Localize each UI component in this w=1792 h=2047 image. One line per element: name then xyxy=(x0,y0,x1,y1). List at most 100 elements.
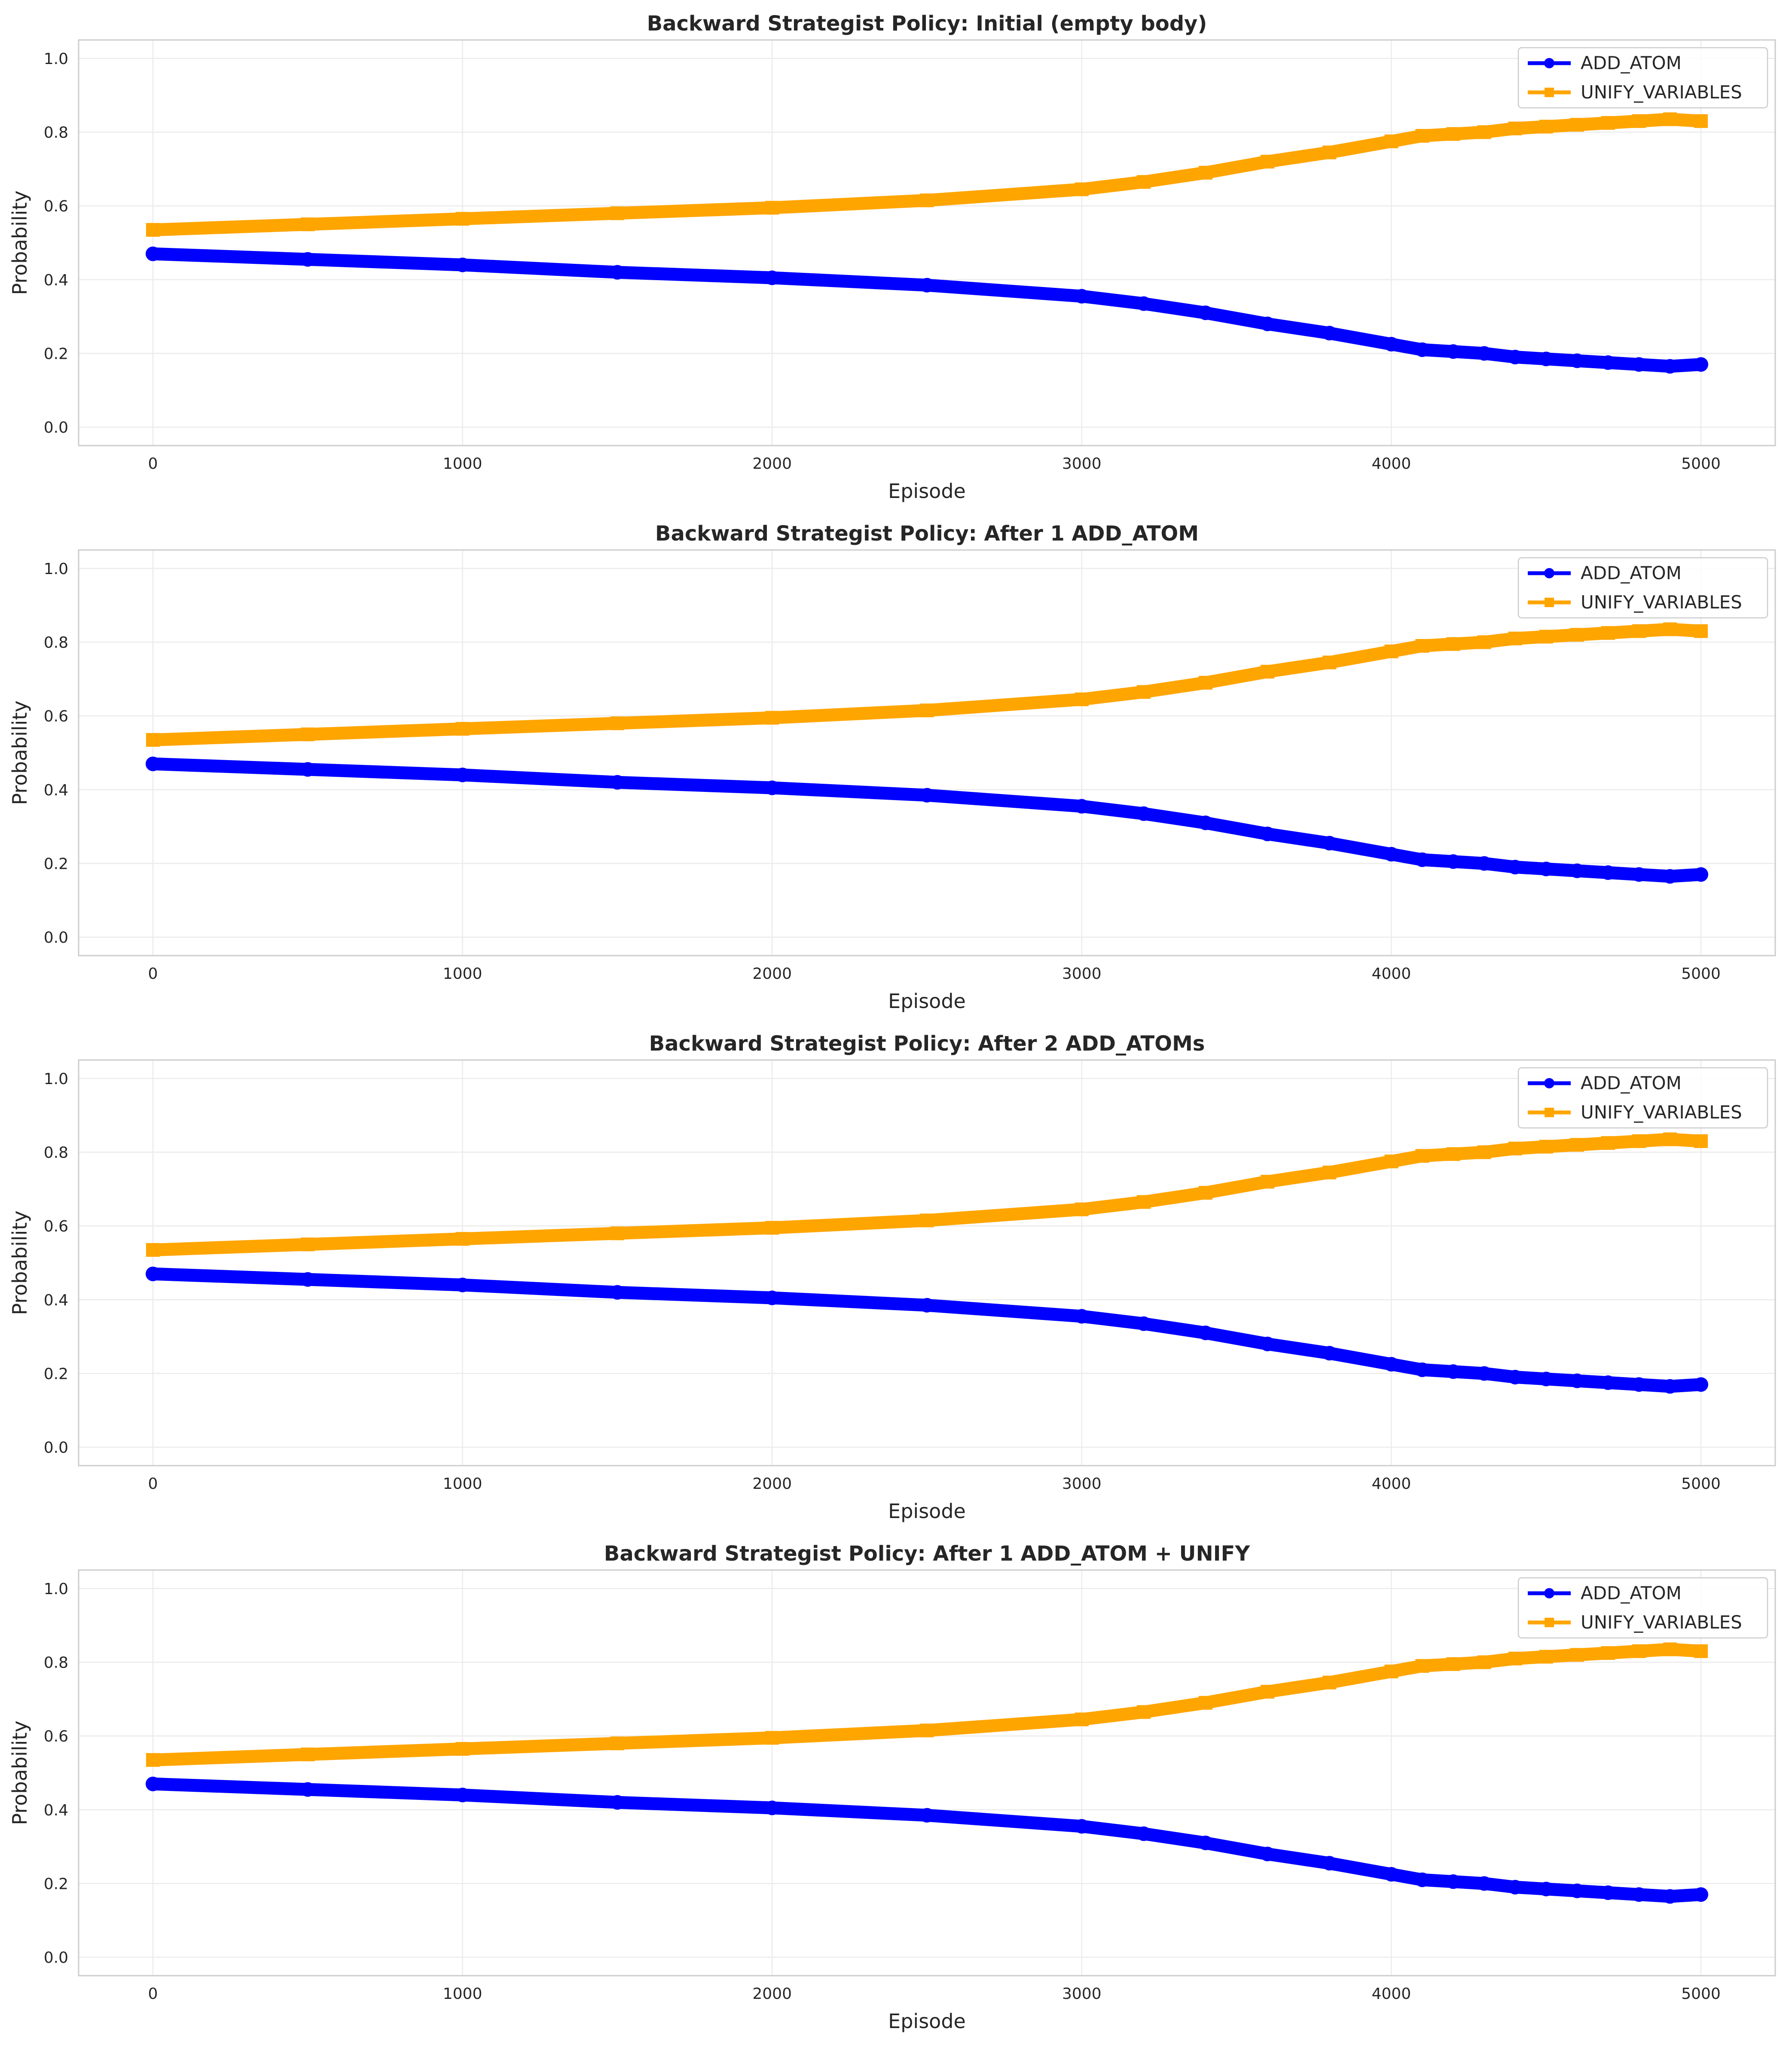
data-point xyxy=(301,1237,315,1252)
data-point xyxy=(920,703,934,718)
data-point xyxy=(1446,127,1460,141)
x-tick-label: 0 xyxy=(148,1985,158,2003)
data-point xyxy=(301,1748,315,1762)
data-point xyxy=(1074,1819,1089,1834)
data-point xyxy=(1384,847,1399,862)
add-atom-series-line xyxy=(146,1267,1708,1393)
y-tick-label: 0.8 xyxy=(44,1144,68,1162)
data-point xyxy=(1261,1175,1275,1189)
data-point xyxy=(1662,1889,1677,1904)
data-point xyxy=(1199,1185,1213,1200)
x-tick-label: 5000 xyxy=(1681,1985,1721,2003)
legend-marker xyxy=(1544,1588,1554,1598)
legend-marker xyxy=(1544,568,1554,578)
data-point xyxy=(455,1277,470,1292)
legend-label: ADD_ATOM xyxy=(1581,1072,1682,1094)
y-tick-label: 0.8 xyxy=(44,124,68,142)
data-point xyxy=(1601,1136,1615,1150)
data-point xyxy=(1569,1373,1584,1388)
legend-marker xyxy=(1544,58,1554,68)
data-point xyxy=(1539,119,1553,134)
y-tick-label: 0.6 xyxy=(44,198,68,215)
legend-label: UNIFY_VARIABLES xyxy=(1581,82,1742,103)
data-point xyxy=(1415,342,1430,357)
y-axis-label: Probability xyxy=(8,190,31,295)
data-point xyxy=(1322,326,1337,341)
data-point xyxy=(1384,645,1398,658)
data-point xyxy=(1261,155,1275,169)
data-point xyxy=(919,278,934,293)
data-point xyxy=(610,1795,625,1810)
add-atom-series-line xyxy=(146,247,1708,373)
data-point xyxy=(1663,622,1677,636)
data-point xyxy=(1539,1882,1554,1897)
data-point xyxy=(145,1776,160,1791)
data-point xyxy=(1570,118,1584,132)
data-point xyxy=(765,1290,780,1305)
data-point xyxy=(1539,862,1554,877)
y-tick-label: 0.2 xyxy=(44,855,68,873)
data-point xyxy=(1198,816,1213,831)
data-point xyxy=(610,206,624,220)
data-point xyxy=(1631,1887,1646,1902)
data-point xyxy=(1322,655,1337,669)
data-point xyxy=(1136,806,1151,821)
data-point xyxy=(1600,355,1615,370)
data-point xyxy=(1600,1375,1615,1390)
data-point xyxy=(1446,637,1460,651)
data-point xyxy=(1198,306,1213,321)
x-axis-label: Episode xyxy=(888,990,966,1013)
data-point xyxy=(1136,1826,1151,1841)
data-point xyxy=(1694,1887,1709,1902)
data-point xyxy=(1694,1377,1709,1392)
data-point xyxy=(1539,1140,1553,1154)
data-point xyxy=(765,780,780,795)
x-tick-label: 1000 xyxy=(443,965,482,983)
data-point xyxy=(1508,1651,1522,1665)
data-point xyxy=(1662,1379,1677,1394)
data-point xyxy=(1632,624,1646,638)
data-point xyxy=(1074,799,1089,814)
data-point xyxy=(455,1787,470,1803)
x-tick-label: 1000 xyxy=(443,1985,482,2003)
x-axis-label: Episode xyxy=(888,2010,966,2033)
y-tick-label: 0.8 xyxy=(44,1654,68,1672)
data-point xyxy=(145,756,160,771)
data-point xyxy=(1600,1885,1615,1900)
x-tick-label: 2000 xyxy=(752,1985,792,2003)
data-point xyxy=(1075,1202,1089,1216)
subplot-1: 0 1000 2000 3000 4000 5000 0.0 0.2 0.4 0.6 0.8 1.0 B… xyxy=(8,12,1776,503)
data-point xyxy=(1570,628,1584,642)
subplot-3: 0 1000 2000 3000 4000 5000 0.0 0.2 0.4 0.6 0.8 1.0 B… xyxy=(8,1032,1776,1523)
data-point xyxy=(1631,867,1646,882)
legend-marker xyxy=(1545,1108,1554,1117)
data-point xyxy=(1446,1147,1460,1161)
x-tick-label: 4000 xyxy=(1372,965,1411,983)
axes-frame xyxy=(78,1569,1776,1977)
data-point xyxy=(301,727,315,742)
data-point xyxy=(1477,1655,1491,1669)
data-point xyxy=(1663,1132,1677,1146)
x-tick-label: 0 xyxy=(148,1475,158,1493)
data-point xyxy=(1508,631,1522,645)
data-point xyxy=(765,711,779,725)
data-point xyxy=(1601,1646,1615,1660)
data-point xyxy=(765,1800,780,1815)
y-axis-label: Probability xyxy=(8,1720,31,1825)
data-point xyxy=(610,265,625,280)
data-point xyxy=(146,733,160,747)
data-point xyxy=(920,1723,934,1738)
x-tick-label: 2000 xyxy=(752,965,792,983)
y-tick-label: 0.4 xyxy=(44,1292,68,1309)
data-point xyxy=(1694,867,1709,882)
data-point xyxy=(610,775,625,790)
y-tick-label: 0.8 xyxy=(44,634,68,652)
y-tick-label: 1.0 xyxy=(44,50,68,68)
data-point xyxy=(455,722,470,736)
y-tick-label: 1.0 xyxy=(44,560,68,578)
unify-variables-series-line xyxy=(146,113,1708,236)
data-point xyxy=(610,1285,625,1300)
data-point xyxy=(1569,1883,1584,1898)
data-point xyxy=(145,1266,160,1281)
legend-box xyxy=(1517,1577,1768,1639)
